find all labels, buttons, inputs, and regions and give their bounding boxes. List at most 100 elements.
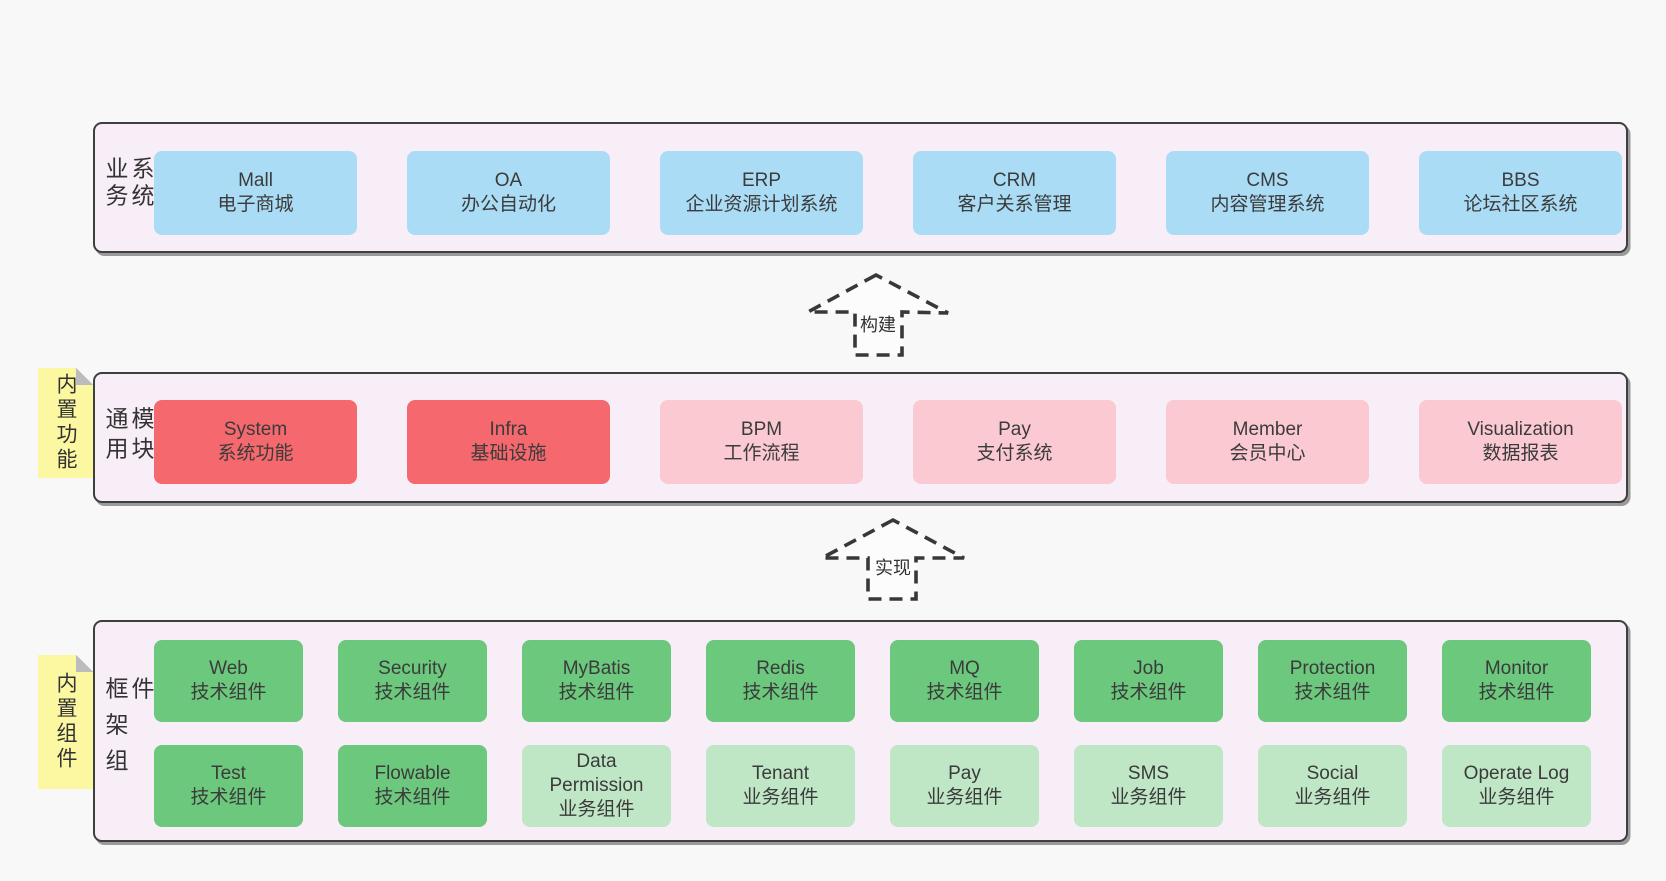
box-subtitle: 数据报表 bbox=[1482, 443, 1559, 464]
box-web: Web 技术组件 bbox=[154, 640, 303, 722]
box-sms: SMS 业务组件 bbox=[1074, 745, 1223, 827]
box-pay-component: Pay 业务组件 bbox=[890, 745, 1039, 827]
box-job: Job 技术组件 bbox=[1074, 640, 1223, 722]
box-subtitle: 技术组件 bbox=[558, 682, 635, 703]
implement-arrow-label: 实现 bbox=[875, 558, 911, 578]
box-title: Pay bbox=[948, 763, 981, 784]
box-subtitle: 企业资源计划系统 bbox=[685, 194, 838, 215]
box-title: Protection bbox=[1289, 658, 1376, 679]
box-infra: Infra 基础设施 bbox=[407, 400, 610, 484]
box-title: BPM bbox=[740, 419, 783, 440]
box-title: MQ bbox=[949, 658, 980, 679]
box-subtitle: 技术组件 bbox=[1110, 682, 1187, 703]
box-subtitle: 论坛社区系统 bbox=[1463, 194, 1578, 215]
business-systems-row: Mall 电子商城 OA 办公自动化 ERP 企业资源计划系统 CRM 客户关系… bbox=[154, 151, 1622, 235]
box-bbs: BBS 论坛社区系统 bbox=[1419, 151, 1622, 235]
band-label-framework-components: 框架组件 bbox=[102, 676, 154, 785]
box-subtitle: 业务组件 bbox=[558, 799, 635, 820]
folded-corner-icon bbox=[76, 368, 93, 385]
sticky-note-builtin-features: 内置功能 bbox=[38, 368, 93, 478]
box-subtitle: 业务组件 bbox=[742, 787, 819, 808]
box-subtitle: 技术组件 bbox=[190, 787, 267, 808]
band-label-business-systems: 业务系统 bbox=[102, 155, 154, 210]
box-subtitle: 技术组件 bbox=[374, 787, 451, 808]
box-bpm: BPM 工作流程 bbox=[660, 400, 863, 484]
box-subtitle: 工作流程 bbox=[723, 443, 800, 464]
box-title: Visualization bbox=[1467, 419, 1574, 440]
box-title: CMS bbox=[1246, 170, 1289, 191]
box-mybatis: MyBatis 技术组件 bbox=[522, 640, 671, 722]
box-title: CRM bbox=[992, 170, 1037, 191]
box-erp: ERP 企业资源计划系统 bbox=[660, 151, 863, 235]
box-subtitle: 系统功能 bbox=[217, 443, 294, 464]
box-title: Infra bbox=[489, 419, 528, 440]
box-oa: OA 办公自动化 bbox=[407, 151, 610, 235]
box-title: OA bbox=[494, 170, 523, 191]
box-visualization: Visualization 数据报表 bbox=[1419, 400, 1622, 484]
box-title: Mall bbox=[238, 170, 273, 191]
band-business-systems: 业务系统 Mall 电子商城 OA 办公自动化 ERP 企业资源计划系统 CRM… bbox=[93, 122, 1628, 253]
box-title: Monitor bbox=[1484, 658, 1549, 679]
implement-arrow-up-icon: 实现 bbox=[821, 517, 965, 601]
box-title: Data Permission bbox=[549, 751, 644, 796]
box-title: Job bbox=[1133, 658, 1164, 679]
box-title: Test bbox=[211, 763, 246, 784]
box-title: Pay bbox=[998, 419, 1031, 440]
folded-corner-icon bbox=[76, 655, 93, 672]
box-subtitle: 技术组件 bbox=[1478, 682, 1555, 703]
box-title: Web bbox=[209, 658, 248, 679]
box-member: Member 会员中心 bbox=[1166, 400, 1369, 484]
box-subtitle: 内容管理系统 bbox=[1210, 194, 1325, 215]
box-title: Social bbox=[1306, 763, 1359, 784]
box-subtitle: 技术组件 bbox=[742, 682, 819, 703]
box-subtitle: 技术组件 bbox=[1294, 682, 1371, 703]
box-subtitle: 基础设施 bbox=[470, 443, 547, 464]
box-subtitle: 技术组件 bbox=[190, 682, 267, 703]
box-title: Member bbox=[1232, 419, 1303, 440]
box-mq: MQ 技术组件 bbox=[890, 640, 1039, 722]
box-subtitle: 业务组件 bbox=[1110, 787, 1187, 808]
framework-components-row-1: Web 技术组件 Security 技术组件 MyBatis 技术组件 Redi… bbox=[154, 640, 1591, 722]
box-subtitle: 电子商城 bbox=[217, 194, 294, 215]
box-title: BBS bbox=[1501, 170, 1540, 191]
box-security: Security 技术组件 bbox=[338, 640, 487, 722]
band-label-common-modules: 通用模块 bbox=[102, 405, 154, 466]
box-flowable: Flowable 技术组件 bbox=[338, 745, 487, 827]
box-subtitle: 技术组件 bbox=[374, 682, 451, 703]
box-title: Redis bbox=[756, 658, 805, 679]
build-arrow-label: 构建 bbox=[860, 315, 896, 335]
box-title: Security bbox=[378, 658, 447, 679]
box-social: Social 业务组件 bbox=[1258, 745, 1407, 827]
box-title: Operate Log bbox=[1463, 763, 1570, 784]
band-common-modules: 通用模块 System 系统功能 Infra 基础设施 BPM 工作流程 Pay… bbox=[93, 372, 1628, 503]
box-subtitle: 业务组件 bbox=[1478, 787, 1555, 808]
box-redis: Redis 技术组件 bbox=[706, 640, 855, 722]
box-title: Flowable bbox=[374, 763, 451, 784]
box-system: System 系统功能 bbox=[154, 400, 357, 484]
band-framework-components: 框架组件 Web 技术组件 Security 技术组件 MyBatis 技术组件… bbox=[93, 620, 1628, 842]
box-pay-system: Pay 支付系统 bbox=[913, 400, 1116, 484]
box-title: ERP bbox=[741, 170, 782, 191]
box-title: SMS bbox=[1127, 763, 1170, 784]
box-data-permission: Data Permission 业务组件 bbox=[522, 745, 671, 827]
box-mall: Mall 电子商城 bbox=[154, 151, 357, 235]
box-subtitle: 办公自动化 bbox=[460, 194, 556, 215]
common-modules-row: System 系统功能 Infra 基础设施 BPM 工作流程 Pay 支付系统… bbox=[154, 400, 1622, 484]
box-crm: CRM 客户关系管理 bbox=[913, 151, 1116, 235]
box-protection: Protection 技术组件 bbox=[1258, 640, 1407, 722]
box-operate-log: Operate Log 业务组件 bbox=[1442, 745, 1591, 827]
box-subtitle: 业务组件 bbox=[926, 787, 1003, 808]
sticky-label: 内置组件 bbox=[54, 672, 77, 772]
box-subtitle: 技术组件 bbox=[926, 682, 1003, 703]
box-cms: CMS 内容管理系统 bbox=[1166, 151, 1369, 235]
box-tenant: Tenant 业务组件 bbox=[706, 745, 855, 827]
sticky-label: 内置功能 bbox=[54, 373, 77, 473]
box-subtitle: 业务组件 bbox=[1294, 787, 1371, 808]
box-title: Tenant bbox=[751, 763, 810, 784]
box-title: MyBatis bbox=[562, 658, 631, 679]
box-test: Test 技术组件 bbox=[154, 745, 303, 827]
build-arrow-up-icon: 构建 bbox=[807, 272, 949, 357]
box-subtitle: 客户关系管理 bbox=[957, 194, 1072, 215]
box-subtitle: 支付系统 bbox=[976, 443, 1053, 464]
